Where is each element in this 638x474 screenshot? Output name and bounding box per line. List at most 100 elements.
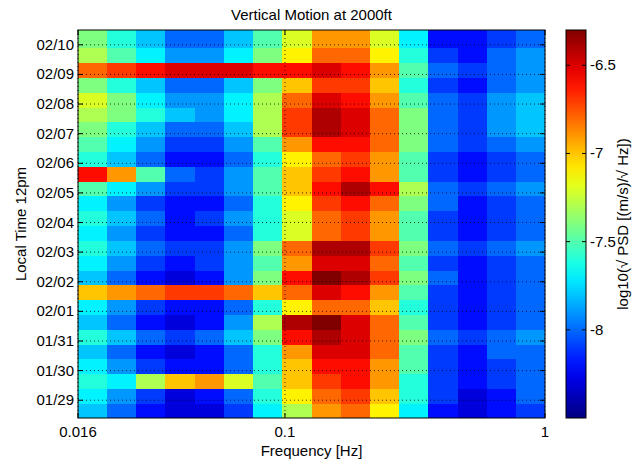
cell xyxy=(341,285,371,300)
cell xyxy=(195,388,225,403)
cell xyxy=(341,388,371,403)
cell xyxy=(107,122,137,137)
cell xyxy=(195,270,225,285)
cell xyxy=(399,329,429,344)
cell xyxy=(136,211,166,226)
title: Vertical Motion at 2000ft xyxy=(231,6,393,23)
grid-line xyxy=(78,311,545,312)
cell xyxy=(312,255,342,270)
cell xyxy=(341,196,371,211)
cell xyxy=(516,329,545,344)
tick xyxy=(540,163,545,164)
cell xyxy=(253,63,283,78)
cell xyxy=(487,359,517,374)
cell xyxy=(370,137,400,152)
cell xyxy=(78,300,108,315)
cell xyxy=(516,151,545,166)
cell xyxy=(516,63,545,78)
cell xyxy=(428,314,458,329)
cell xyxy=(107,255,137,270)
cell xyxy=(487,63,517,78)
cell xyxy=(487,122,517,137)
cell xyxy=(516,122,545,137)
cell xyxy=(370,166,400,181)
cell xyxy=(136,285,166,300)
cell xyxy=(487,314,517,329)
cell xyxy=(399,388,429,403)
grid-line xyxy=(78,104,545,105)
cell xyxy=(224,63,254,78)
cell xyxy=(253,240,283,255)
tick xyxy=(540,252,545,253)
cell xyxy=(312,359,342,374)
cell xyxy=(107,92,137,107)
cell xyxy=(165,122,195,137)
cell xyxy=(341,240,371,255)
cell xyxy=(458,300,488,315)
tick-label: 02/06 xyxy=(36,154,74,171)
grid-line xyxy=(78,133,545,134)
cell xyxy=(516,374,545,389)
tick-label: 02/04 xyxy=(36,214,74,231)
cell xyxy=(282,359,312,374)
cell xyxy=(282,270,312,285)
cell xyxy=(516,285,545,300)
cell xyxy=(312,314,342,329)
cell xyxy=(428,181,458,196)
cell xyxy=(136,270,166,285)
cell xyxy=(224,388,254,403)
cell xyxy=(224,211,254,226)
cell xyxy=(253,166,283,181)
cell xyxy=(78,166,108,181)
cell xyxy=(78,240,108,255)
cell xyxy=(253,151,283,166)
cell xyxy=(341,48,371,63)
cell xyxy=(370,359,400,374)
cell xyxy=(370,151,400,166)
cell xyxy=(195,314,225,329)
cell xyxy=(224,48,254,63)
cell xyxy=(341,77,371,92)
cell xyxy=(312,388,342,403)
cell xyxy=(224,137,254,152)
cell xyxy=(399,122,429,137)
tick xyxy=(78,311,83,312)
cell xyxy=(224,359,254,374)
cell xyxy=(107,225,137,240)
cell xyxy=(458,211,488,226)
cell xyxy=(458,30,488,48)
cell xyxy=(136,344,166,359)
tick xyxy=(284,413,285,418)
cell xyxy=(282,77,312,92)
grid-line xyxy=(284,30,285,418)
cell xyxy=(458,255,488,270)
cell xyxy=(312,122,342,137)
cell xyxy=(428,225,458,240)
frame xyxy=(78,30,545,418)
cell xyxy=(224,77,254,92)
cell xyxy=(487,48,517,63)
cell xyxy=(107,359,137,374)
cell xyxy=(516,196,545,211)
cell xyxy=(428,344,458,359)
cell xyxy=(195,300,225,315)
cell xyxy=(487,285,517,300)
cell xyxy=(487,211,517,226)
cell xyxy=(487,344,517,359)
cell xyxy=(399,92,429,107)
cell xyxy=(428,63,458,78)
cell xyxy=(136,92,166,107)
tick xyxy=(78,222,83,223)
cell xyxy=(312,225,342,240)
cell xyxy=(282,63,312,78)
cell xyxy=(253,225,283,240)
cell xyxy=(458,181,488,196)
grid-line xyxy=(78,400,545,401)
cell xyxy=(487,240,517,255)
tick-label: 02/03 xyxy=(36,243,74,260)
cell xyxy=(224,300,254,315)
cell xyxy=(428,77,458,92)
cell xyxy=(253,107,283,122)
cell xyxy=(370,374,400,389)
cell xyxy=(195,137,225,152)
